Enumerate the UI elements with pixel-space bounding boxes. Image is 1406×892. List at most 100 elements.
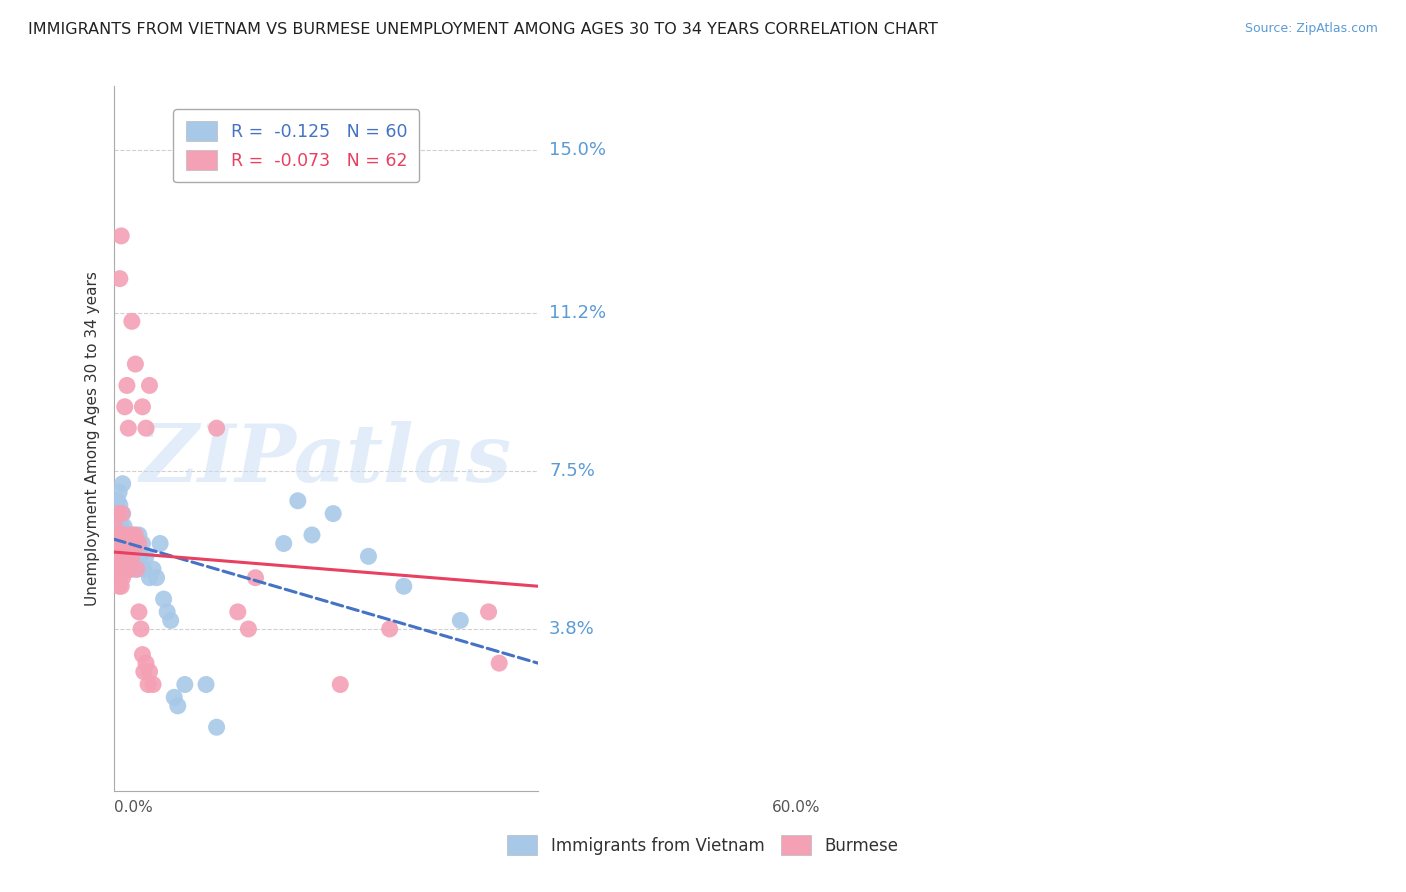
Point	[488, 656, 510, 670]
Point	[108, 271, 131, 285]
Point	[115, 378, 138, 392]
Point	[129, 549, 152, 564]
Point	[301, 528, 323, 542]
Point	[131, 400, 153, 414]
Text: Source: ZipAtlas.com: Source: ZipAtlas.com	[1244, 22, 1378, 36]
Point	[110, 562, 132, 576]
Point	[135, 549, 157, 564]
Point	[357, 549, 380, 564]
Point	[108, 528, 131, 542]
Point	[117, 549, 139, 564]
Point	[107, 562, 129, 576]
Point	[114, 536, 136, 550]
Point	[114, 400, 136, 414]
Point	[111, 476, 134, 491]
Point	[112, 562, 135, 576]
Point	[105, 536, 128, 550]
Point	[110, 579, 132, 593]
Point	[125, 549, 148, 564]
Point	[142, 562, 165, 576]
Point	[128, 528, 150, 542]
Point	[121, 549, 143, 564]
Point	[124, 357, 146, 371]
Point	[205, 421, 228, 435]
Point	[114, 528, 136, 542]
Point	[120, 562, 142, 576]
Point	[110, 519, 132, 533]
Point	[127, 562, 149, 576]
Point	[108, 485, 131, 500]
Point	[238, 622, 260, 636]
Point	[108, 498, 131, 512]
Point	[114, 528, 136, 542]
Point	[111, 536, 134, 550]
Point	[107, 549, 129, 564]
Point	[145, 571, 167, 585]
Point	[104, 536, 127, 550]
Point	[378, 622, 401, 636]
Point	[105, 545, 128, 559]
Point	[114, 549, 136, 564]
Text: 15.0%: 15.0%	[550, 142, 606, 160]
Point	[287, 493, 309, 508]
Point	[110, 528, 132, 542]
Point	[105, 515, 128, 529]
Point	[195, 677, 218, 691]
Point	[273, 536, 295, 550]
Point	[117, 536, 139, 550]
Point	[122, 536, 145, 550]
Point	[205, 720, 228, 734]
Text: ZIPatlas: ZIPatlas	[141, 421, 512, 499]
Point	[117, 541, 139, 555]
Point	[163, 690, 186, 705]
Point	[107, 507, 129, 521]
Point	[114, 536, 136, 550]
Point	[104, 528, 127, 542]
Point	[110, 228, 132, 243]
Point	[142, 677, 165, 691]
Point	[135, 421, 157, 435]
Text: IMMIGRANTS FROM VIETNAM VS BURMESE UNEMPLOYMENT AMONG AGES 30 TO 34 YEARS CORREL: IMMIGRANTS FROM VIETNAM VS BURMESE UNEMP…	[28, 22, 938, 37]
Point	[110, 549, 132, 564]
Point	[104, 536, 127, 550]
Legend: R =  -0.125   N = 60, R =  -0.073   N = 62: R = -0.125 N = 60, R = -0.073 N = 62	[173, 109, 419, 182]
Point	[226, 605, 249, 619]
Text: 11.2%: 11.2%	[550, 304, 606, 322]
Point	[108, 571, 131, 585]
Point	[111, 528, 134, 542]
Point	[138, 378, 160, 392]
Point	[132, 665, 155, 679]
Point	[124, 536, 146, 550]
Point	[104, 549, 127, 564]
Point	[108, 579, 131, 593]
Point	[112, 549, 135, 564]
Point	[107, 507, 129, 521]
Point	[136, 677, 159, 691]
Text: 0.0%: 0.0%	[114, 800, 153, 814]
Point	[105, 562, 128, 576]
Point	[104, 519, 127, 533]
Point	[121, 536, 143, 550]
Point	[131, 648, 153, 662]
Point	[135, 656, 157, 670]
Text: 7.5%: 7.5%	[550, 462, 595, 480]
Point	[121, 528, 143, 542]
Legend: Immigrants from Vietnam, Burmese: Immigrants from Vietnam, Burmese	[501, 829, 905, 862]
Y-axis label: Unemployment Among Ages 30 to 34 years: Unemployment Among Ages 30 to 34 years	[86, 271, 100, 607]
Point	[128, 605, 150, 619]
Point	[112, 536, 135, 550]
Point	[120, 528, 142, 542]
Point	[166, 698, 188, 713]
Point	[110, 536, 132, 550]
Point	[392, 579, 415, 593]
Point	[159, 614, 181, 628]
Point	[322, 507, 344, 521]
Point	[112, 519, 135, 533]
Point	[118, 549, 141, 564]
Point	[122, 562, 145, 576]
Point	[125, 562, 148, 576]
Point	[107, 493, 129, 508]
Point	[477, 605, 499, 619]
Point	[105, 562, 128, 576]
Point	[107, 528, 129, 542]
